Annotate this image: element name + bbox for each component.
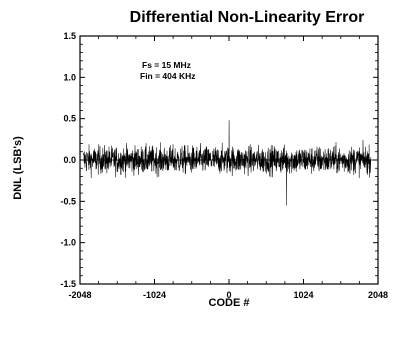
y-tick-label: 0.5: [63, 114, 76, 124]
y-tick-label: 0.0: [63, 155, 76, 165]
x-tick-label: 1024: [293, 290, 313, 300]
y-axis-label: DNL (LSB's): [12, 136, 24, 200]
x-axis-label: CODE #: [209, 297, 250, 309]
annotation-fin: Fin = 404 KHz: [140, 71, 196, 81]
x-tick-label: 2048: [368, 290, 388, 300]
x-tick-labels: -2048 -1024 0 1024 2048: [68, 290, 388, 300]
x-tick-label: 0: [226, 290, 231, 300]
chart-title: Differential Non-Linearity Error: [130, 9, 365, 26]
y-tick-label: -0.5: [60, 196, 76, 206]
x-tick-label: -1024: [143, 290, 166, 300]
y-tick-label: 1.5: [63, 31, 76, 41]
y-tick-label: -1.5: [60, 279, 76, 289]
y-tick-label: 1.0: [63, 72, 76, 82]
x-tick-label: -2048: [68, 290, 91, 300]
y-tick-label: -1.0: [60, 238, 76, 248]
annotation-fs: Fs = 15 MHz: [142, 60, 191, 70]
y-tick-labels: 1.5 1.0 0.5 0.0 -0.5 -1.0 -1.5: [60, 31, 76, 289]
dnl-series-line: [83, 120, 372, 206]
